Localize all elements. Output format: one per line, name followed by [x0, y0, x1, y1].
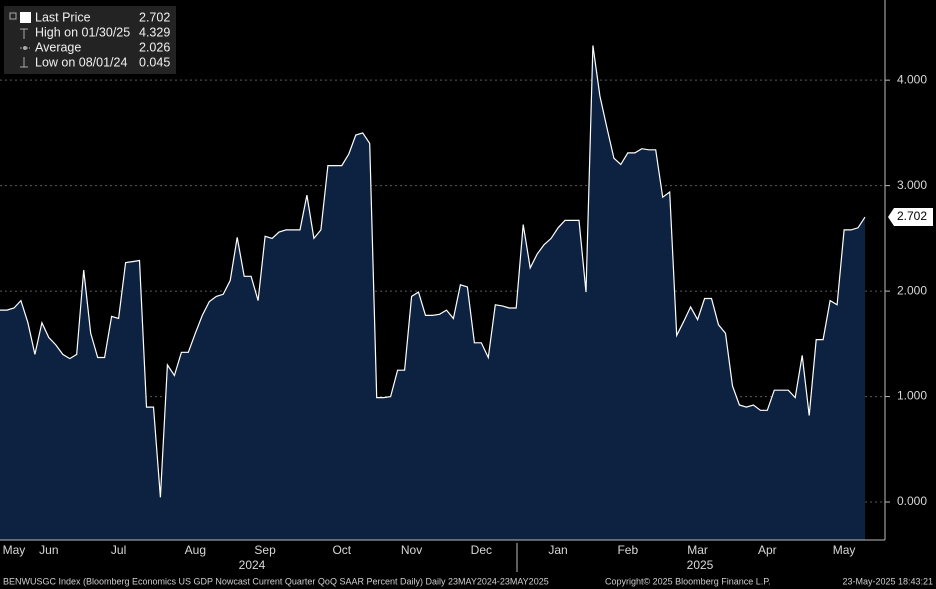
legend-label: High on 01/30/25: [35, 25, 130, 39]
legend-value: 2.702: [139, 10, 170, 24]
legend-value: 0.045: [139, 55, 170, 69]
x-tick-label: Apr: [758, 543, 777, 557]
last-price-label: 2.702: [897, 209, 927, 223]
legend-icon: [23, 46, 27, 50]
legend: Last Price 2.702 High on 01/30/25 4.329 …: [4, 6, 176, 74]
legend-label: Last Price: [35, 10, 91, 24]
legend-collapse[interactable]: [9, 12, 17, 20]
x-tick-label: Jun: [39, 543, 58, 557]
line: [0, 45, 866, 498]
legend-box: [4, 6, 176, 74]
x-tick-label: Nov: [401, 543, 422, 557]
area: [0, 45, 865, 540]
footer-copyright: Copyright© 2025 Bloomberg Finance L.P.: [605, 576, 771, 586]
legend-icon: [20, 28, 28, 39]
legend-value: 4.329: [139, 25, 170, 39]
x-tick-label: Aug: [185, 543, 206, 557]
x-tick-label: Sep: [254, 543, 276, 557]
y-tick-label: 3.000: [897, 178, 927, 192]
plot-area: [0, 45, 885, 540]
y-tick-label: 4.000: [897, 72, 927, 86]
y-tick-label: 2.000: [897, 283, 927, 297]
x-tick-label: Feb: [617, 543, 638, 557]
legend-icon: [20, 57, 28, 68]
last-price-tag: [888, 208, 933, 227]
legend-label: Low on 08/01/24: [35, 55, 127, 69]
footer-timestamp: 23-May-2025 18:43:21: [842, 576, 933, 586]
x-tick-label: May: [833, 543, 856, 557]
x-tick-label: Jan: [548, 543, 567, 557]
year-label: 2024: [239, 558, 266, 572]
x-tick-label: Mar: [687, 543, 708, 557]
y-tick-label: 1.000: [897, 389, 927, 403]
legend-label: Average: [35, 40, 81, 54]
x-tick-label: Jul: [111, 543, 126, 557]
footer-source: BENWUSGC Index (Bloomberg Economics US G…: [3, 576, 549, 586]
x-tick-label: Oct: [332, 543, 351, 557]
x-tick-label: Dec: [471, 543, 492, 557]
x-tick-label: May: [3, 543, 26, 557]
legend-swatch: [20, 12, 31, 23]
y-tick-label: 0.000: [897, 494, 927, 508]
legend-value: 2.026: [139, 40, 170, 54]
year-label: 2025: [687, 558, 714, 572]
